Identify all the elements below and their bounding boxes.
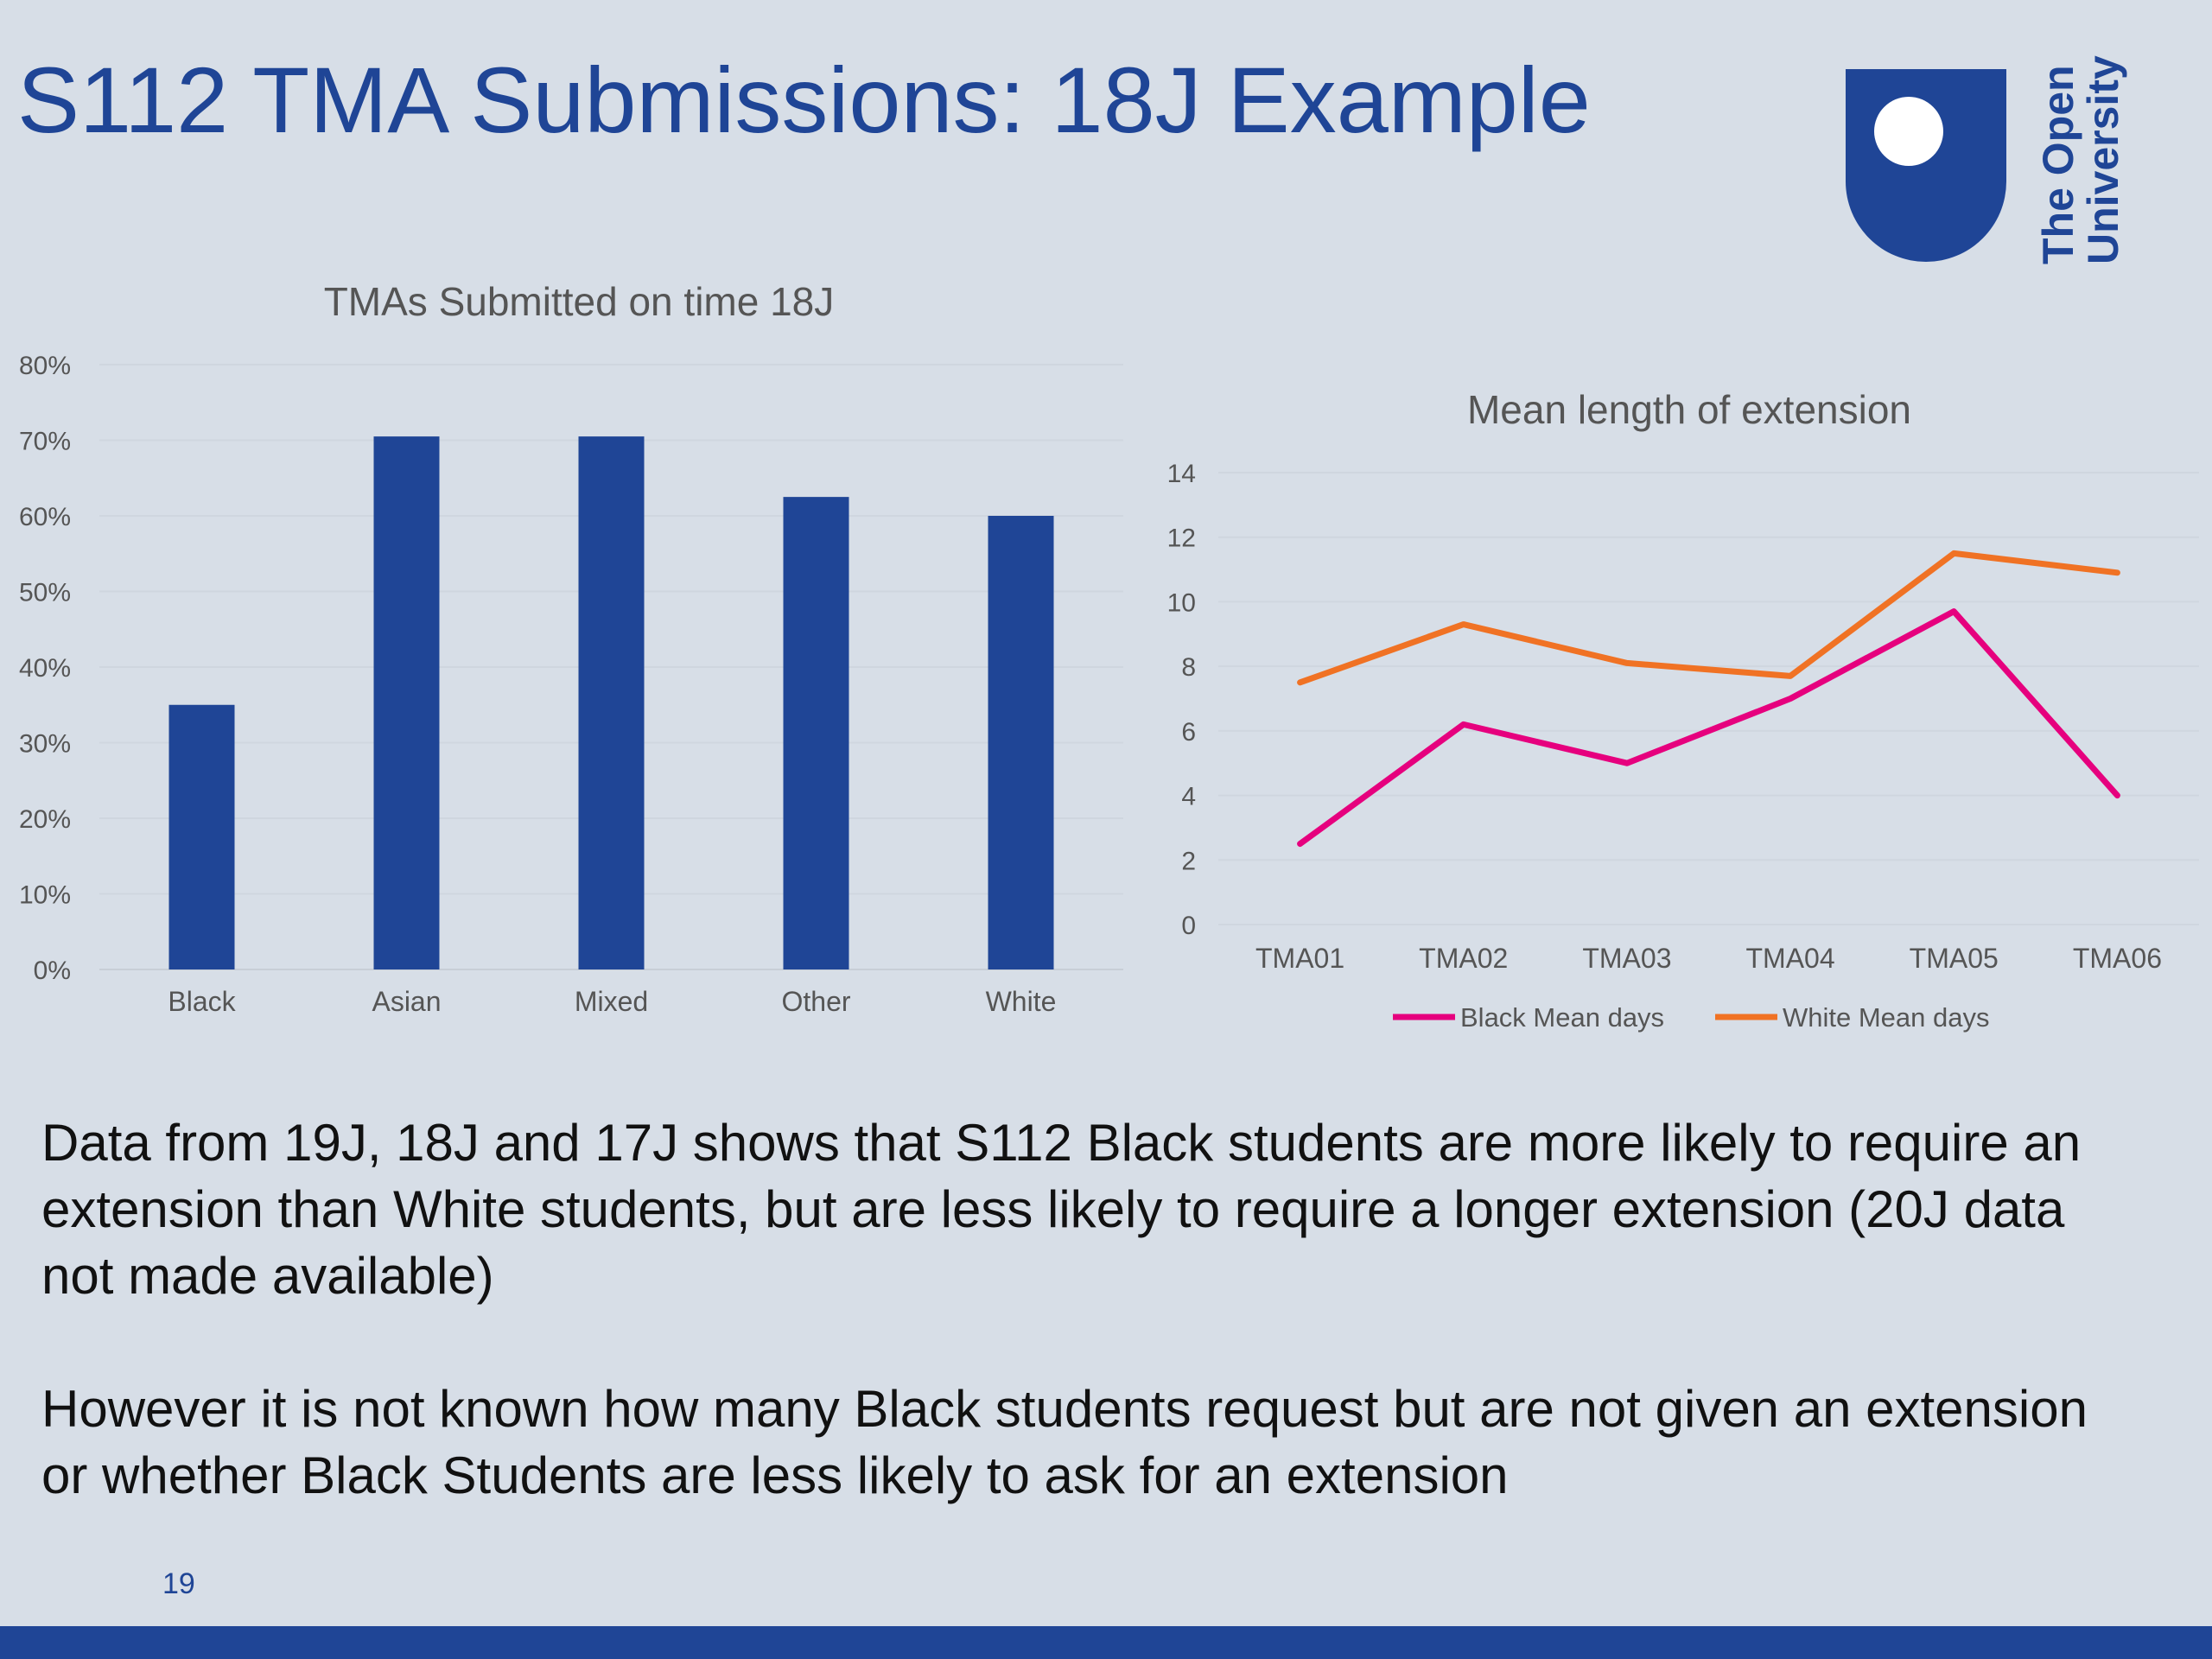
line-chart-y-tick: 0 — [1181, 912, 1196, 940]
bar-chart-y-tick: 50% — [19, 579, 71, 607]
bar-asian — [373, 436, 440, 969]
data-point-black-tma01 — [1299, 842, 1301, 845]
line-chart-x-label: TMA03 — [1582, 943, 1671, 974]
bar-chart-y-tick: 60% — [19, 503, 71, 531]
data-point-white-tma03 — [1625, 662, 1628, 664]
bar-chart-x-label: White — [986, 986, 1057, 1017]
line-chart-y-tick: 6 — [1181, 718, 1196, 747]
bar-chart-y-tick: 40% — [19, 654, 71, 683]
bar-chart-y-tick: 20% — [19, 805, 71, 834]
paragraph-unknowns: However it is not known how many Black s… — [41, 1380, 2088, 1504]
bar-chart-x-label: Black — [168, 986, 236, 1017]
line-chart-y-tick: 2 — [1181, 847, 1196, 875]
line-chart-extension-length: Mean length of extension 0 2 4 6 8 10 12 14 TMA01… — [1166, 387, 2162, 1033]
bar-mixed — [578, 436, 645, 969]
data-point-white-tma04 — [1789, 675, 1792, 677]
data-point-white-tma05 — [1953, 552, 1955, 555]
bar-chart-y-tick: 70% — [19, 428, 71, 456]
line-chart-x-label: TMA04 — [1746, 943, 1835, 974]
data-point-white-tma06 — [2116, 571, 2119, 574]
legend-label: Black Mean days — [1460, 1002, 1664, 1033]
footer-bar — [0, 1626, 2212, 1659]
bar-chart-x-label: Other — [781, 986, 850, 1017]
data-point-black-tma06 — [2116, 794, 2119, 797]
line-chart-title: Mean length of extension — [1467, 387, 1911, 432]
legend-label: White Mean days — [1783, 1002, 1990, 1033]
bar-white — [988, 516, 1054, 969]
data-point-white-tma02 — [1462, 623, 1465, 626]
line-chart-y-tick: 14 — [1167, 460, 1196, 488]
bar-chart-y-tick: 80% — [19, 352, 71, 380]
bar-black — [168, 704, 235, 969]
line-chart-x-label: TMA02 — [1419, 943, 1508, 974]
bar-chart-y-tick: 10% — [19, 881, 71, 910]
data-point-white-tma01 — [1299, 681, 1301, 683]
line-chart-x-label: TMA06 — [2073, 943, 2162, 974]
bar-chart-tmas-submitted: TMAs Submitted on time 18J 0% 10% 20% 30% 40%… — [19, 279, 1123, 1017]
line-chart-x-label: TMA01 — [1255, 943, 1344, 974]
series-line-black-mean-days — [1297, 608, 2120, 848]
bar-other — [783, 497, 849, 969]
line-chart-y-tick: 8 — [1181, 653, 1196, 682]
bar-chart-x-label: Asian — [372, 986, 441, 1017]
page-number: 19 — [162, 1567, 195, 1600]
line-chart-y-tick: 12 — [1167, 524, 1196, 553]
line-chart-y-tick: 10 — [1167, 588, 1196, 617]
data-point-black-tma05 — [1953, 610, 1955, 613]
bar-chart-x-label: Mixed — [575, 986, 648, 1017]
bar-chart-y-tick: 30% — [19, 730, 71, 759]
bar-chart-title: TMAs Submitted on time 18J — [324, 279, 835, 324]
paragraph-extension-findings: Data from 19J, 18J and 17J shows that S1… — [41, 1114, 2082, 1305]
line-chart-y-tick: 4 — [1181, 783, 1196, 811]
bar-chart-y-tick: 0% — [34, 957, 71, 985]
line-chart-x-label: TMA05 — [1910, 943, 1999, 974]
data-point-black-tma03 — [1625, 762, 1628, 765]
series-line-white-mean-days — [1297, 550, 2120, 686]
data-point-black-tma02 — [1462, 723, 1465, 726]
open-university-shield-icon — [1846, 69, 2006, 262]
data-point-black-tma04 — [1789, 697, 1792, 700]
slide-title: S112 TMA Submissions: 18J Example — [17, 48, 1591, 152]
